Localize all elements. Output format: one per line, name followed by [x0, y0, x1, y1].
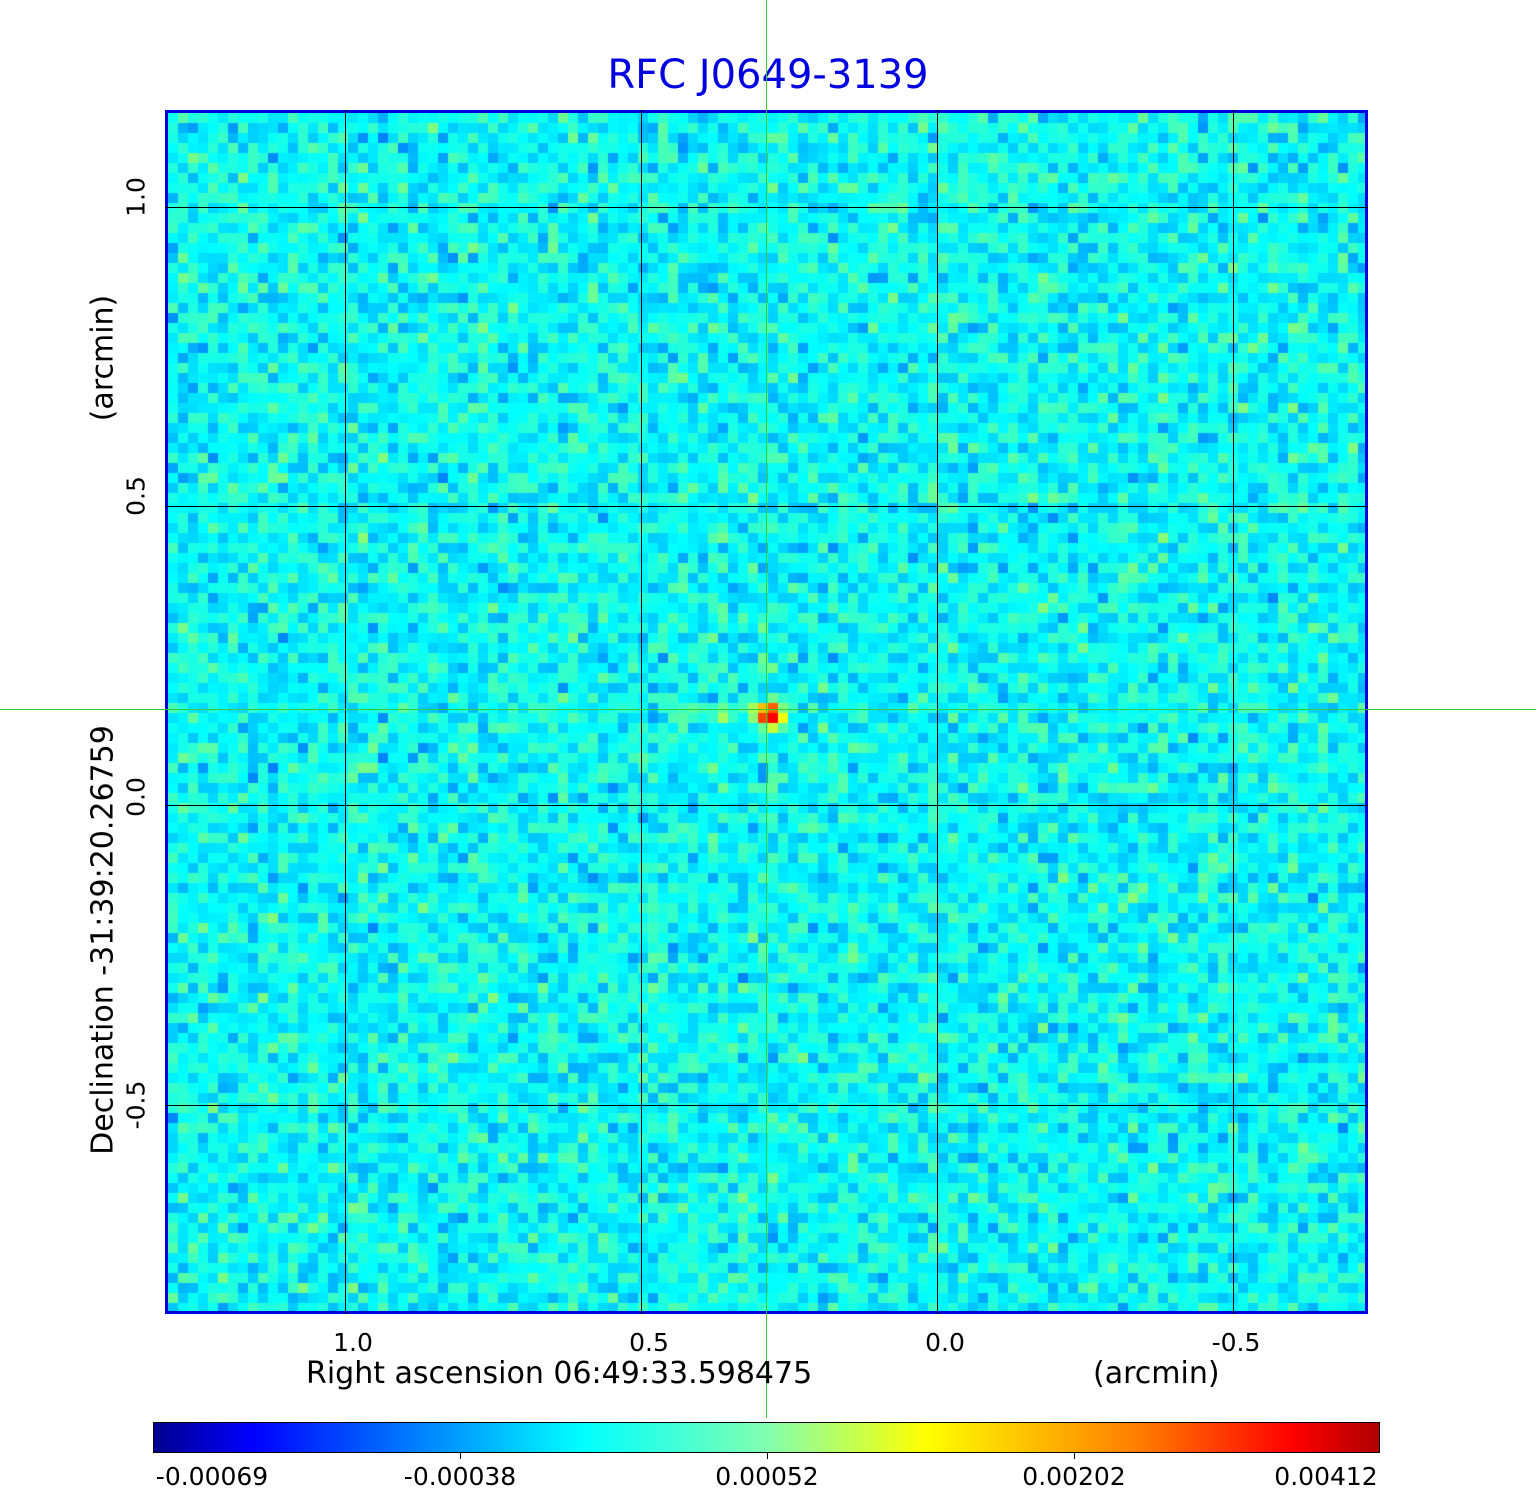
colorbar-tick-label: -0.00069	[155, 1462, 269, 1491]
y-axis-unit: (arcmin)	[85, 294, 121, 422]
x-axis-unit: (arcmin)	[1093, 1356, 1220, 1391]
x-tick-label: 0.0	[925, 1328, 965, 1357]
grid-line-vertical	[1233, 110, 1234, 1314]
colorbar-tick-label: 0.00412	[1274, 1462, 1378, 1491]
x-tick-label: 1.0	[333, 1328, 373, 1357]
x-axis-label: Right ascension 06:49:33.598475	[306, 1356, 813, 1391]
colorbar-tick	[767, 1453, 768, 1459]
x-tick-label: 0.5	[629, 1328, 669, 1357]
grid-line-vertical	[937, 110, 938, 1314]
y-tick-label: 0.0	[121, 777, 151, 817]
colorbar-tick-label: 0.00202	[1022, 1462, 1126, 1491]
colorbar-tick	[1074, 1453, 1075, 1459]
grid-line-vertical	[641, 110, 642, 1314]
y-tick-label: -0.5	[121, 1080, 151, 1130]
y-tick-label: 1.0	[121, 177, 151, 217]
colorbar-tick-label: 0.00052	[715, 1462, 819, 1491]
x-tick-label: -0.5	[1211, 1328, 1261, 1357]
colorbar-tick-label: -0.00038	[403, 1462, 517, 1491]
y-axis-label: Declination -31:39:20.26759	[85, 725, 121, 1155]
crosshair-horizontal	[0, 709, 1536, 710]
colorbar-tick	[460, 1453, 461, 1459]
grid-line-vertical	[345, 110, 346, 1314]
colorbar	[153, 1422, 1380, 1453]
chart-title: RFC J0649-3139	[607, 52, 929, 98]
y-tick-label: 0.5	[121, 476, 151, 516]
